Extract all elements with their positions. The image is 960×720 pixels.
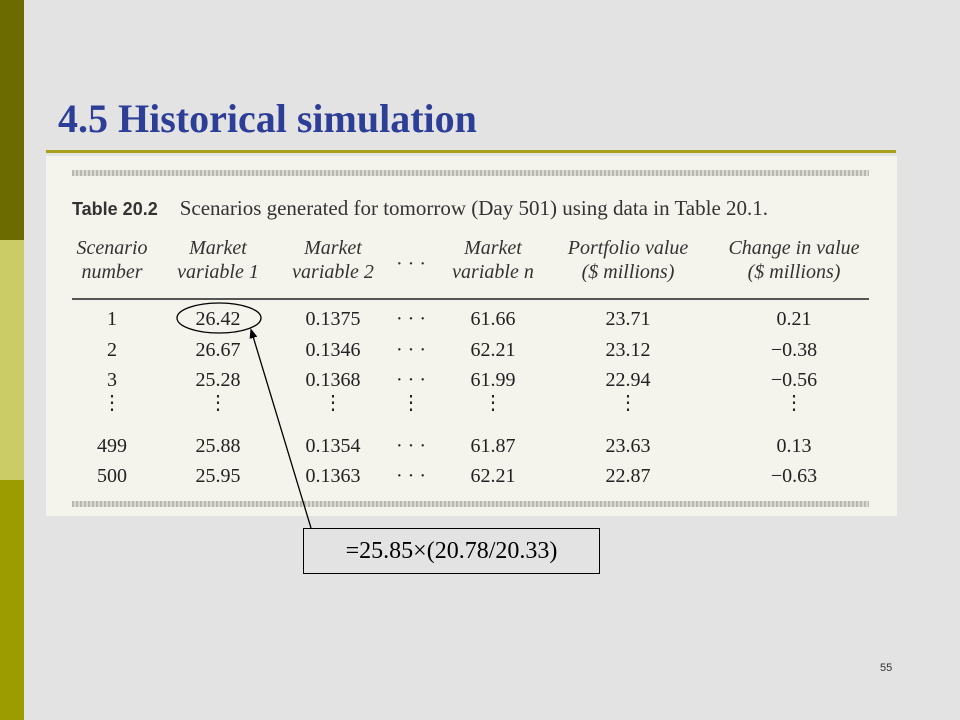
table-cell: 0.1346 <box>305 339 361 361</box>
table-cell: 22.94 <box>605 369 651 391</box>
table-cell: · · · <box>396 435 426 457</box>
header-line: Market <box>304 237 362 259</box>
table-cell: 0.1354 <box>305 435 361 457</box>
header-col-market-variable-1: Market variable 1 <box>177 236 259 284</box>
table-bottom-border <box>72 501 869 507</box>
annotation-arrow <box>249 328 312 529</box>
table-cell: 25.28 <box>195 369 241 391</box>
table-cell: 0.21 <box>776 308 812 330</box>
highlight-circle <box>176 302 262 334</box>
table-cell: · · · <box>396 339 426 361</box>
header-line: variable 2 <box>292 261 374 283</box>
table-caption: Table 20.2 Scenarios generated for tomorr… <box>72 196 768 221</box>
table-cell: · · · <box>396 369 426 391</box>
table-cell: 499 <box>97 435 127 457</box>
table-cell: · · · <box>396 465 426 487</box>
sidebar-mid-band <box>0 480 24 720</box>
title-underline <box>46 150 896 153</box>
header-rule <box>72 298 869 300</box>
table-cell: 62.21 <box>470 339 516 361</box>
header-line: variable 1 <box>177 261 259 283</box>
table-cell: 61.66 <box>470 308 516 330</box>
table-cell: 3 <box>107 369 117 391</box>
table-cell: 22.87 <box>605 465 651 487</box>
header-col-portfolio-value: Portfolio value ($ millions) <box>568 236 689 284</box>
slide-title: 4.5 Historical simulation <box>58 96 477 141</box>
table-caption-text: Scenarios generated for tomorrow (Day 50… <box>179 196 769 220</box>
table-cell: 0.1375 <box>305 308 361 330</box>
header-line: Scenario <box>76 237 148 259</box>
table-cell: 62.21 <box>470 465 516 487</box>
header-col-scenario-number: Scenario number <box>76 236 147 284</box>
table-cell: 0.1368 <box>305 369 361 391</box>
table-top-border <box>72 170 869 176</box>
table-cell: 500 <box>97 465 127 487</box>
header-col-ellipsis: · · · <box>396 252 426 276</box>
table-cell: · · · <box>396 308 426 330</box>
table-cell: 25.95 <box>195 465 241 487</box>
page-number: 55 <box>880 662 893 674</box>
header-line: Market <box>464 237 522 259</box>
table-cell: 26.42 <box>195 308 241 330</box>
table-cell: −0.63 <box>770 465 818 487</box>
table-cell: 2 <box>107 339 117 361</box>
table-cell: 61.87 <box>470 435 516 457</box>
table-cell: 23.12 <box>605 339 651 361</box>
formula-text: =25.85×(20.78/20.33) <box>345 537 558 564</box>
header-col-market-variable-n: Market variable n <box>452 236 534 284</box>
table-cell: 23.63 <box>605 435 651 457</box>
table-cell: −0.38 <box>770 339 818 361</box>
table-cell: 25.88 <box>195 435 241 457</box>
header-col-market-variable-2: Market variable 2 <box>292 236 374 284</box>
formula-callout: =25.85×(20.78/20.33) <box>303 528 600 574</box>
header-line: Change in value <box>728 237 860 259</box>
sidebar-light-band <box>0 240 24 480</box>
table-figure: Table 20.2 Scenarios generated for tomorr… <box>46 156 897 516</box>
table-cell: 23.71 <box>605 308 651 330</box>
table-cell: 61.99 <box>470 369 516 391</box>
table-cell: −0.56 <box>770 369 818 391</box>
header-col-change-in-value: Change in value ($ millions) <box>728 236 859 284</box>
header-line: variable n <box>452 261 534 283</box>
header-line: ($ millions) <box>581 261 675 283</box>
sidebar-dark-band <box>0 0 24 240</box>
header-line: Portfolio value <box>567 237 689 259</box>
header-line: number <box>81 261 143 283</box>
header-line: Market <box>189 237 247 259</box>
table-cell: 0.13 <box>776 435 812 457</box>
table-cell: 26.67 <box>195 339 241 361</box>
header-line: ($ millions) <box>747 261 841 283</box>
table-number: Table 20.2 <box>72 199 158 219</box>
table-cell: 1 <box>107 308 117 330</box>
table-cell: 0.1363 <box>305 465 361 487</box>
header-line: · · · <box>396 253 426 275</box>
